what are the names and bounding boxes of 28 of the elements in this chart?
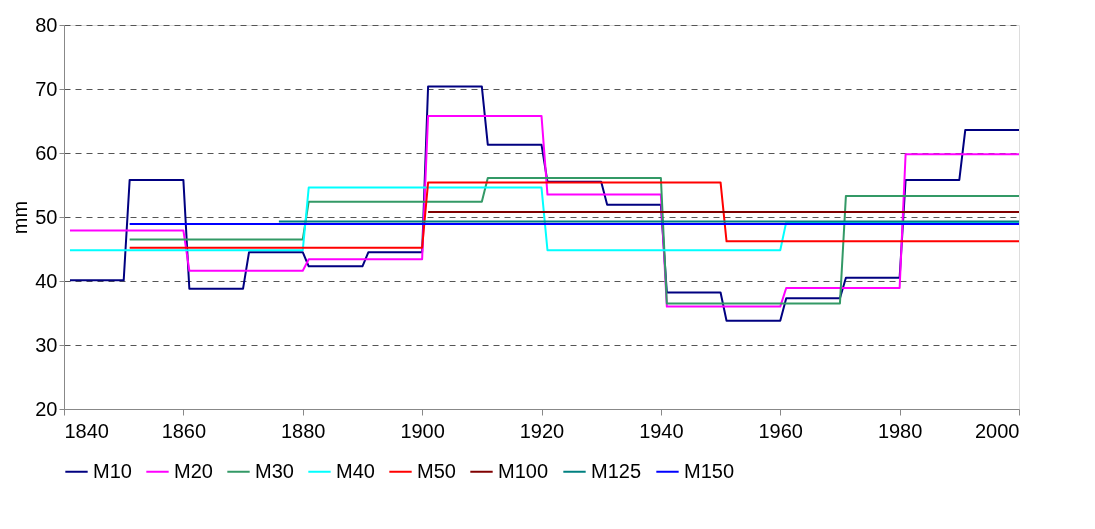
y-tick-label: 30: [35, 333, 58, 356]
legend-label: M50: [417, 459, 456, 482]
line-series: [68, 114, 1020, 308]
legend-label: M125: [591, 459, 642, 482]
legend-label: M20: [174, 459, 213, 482]
x-tick-label: 1960: [758, 419, 803, 442]
line-series: [68, 85, 1020, 322]
y-tick-label: 60: [35, 141, 58, 164]
x-tick-label: 1980: [877, 419, 923, 442]
legend-label: M30: [255, 459, 294, 482]
y-tick-label: 40: [35, 269, 58, 292]
legend-label: M100: [498, 459, 549, 482]
x-tick-label: 1940: [639, 419, 684, 442]
y-tick-label: 80: [35, 13, 58, 36]
y-tick-label: 50: [35, 205, 58, 228]
line-series: [128, 176, 1020, 305]
y-tick-label: 70: [35, 77, 58, 100]
legend-label: M10: [93, 459, 132, 482]
legend-label: M40: [336, 459, 375, 482]
x-tick-label: 1840: [64, 419, 109, 442]
legend-label: M150: [684, 459, 735, 482]
y-axis-title: mm: [9, 200, 32, 235]
x-tick-label: 2000: [975, 419, 1020, 442]
y-tick-label: 20: [35, 397, 58, 420]
x-tick-label: 1920: [519, 419, 565, 442]
x-tick-label: 1900: [400, 419, 445, 442]
x-tick-label: 1860: [161, 419, 207, 442]
x-tick-label: 1880: [281, 419, 326, 442]
